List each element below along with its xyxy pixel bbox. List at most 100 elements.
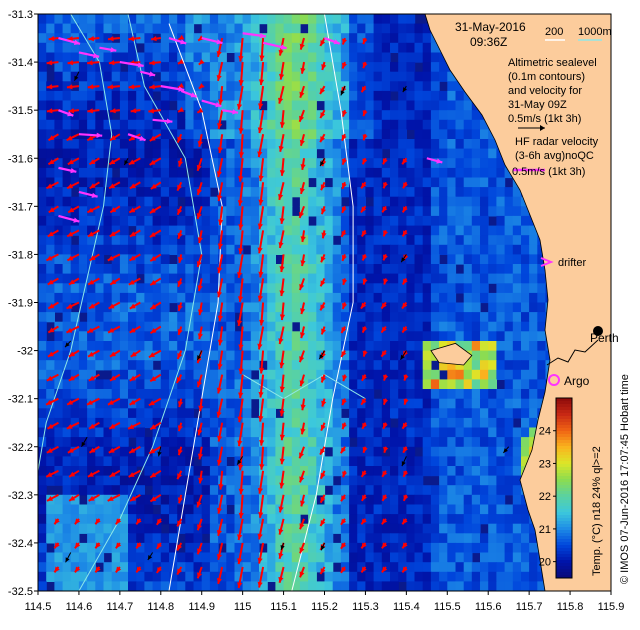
velocity-arrow <box>262 590 264 591</box>
velocity-arrowhead <box>156 542 162 549</box>
velocity-arrowhead <box>216 507 223 514</box>
velocity-arrowhead <box>403 470 409 477</box>
velocity-arrowhead <box>362 422 368 429</box>
velocity-arrowhead <box>340 542 347 549</box>
velocity-arrowhead <box>108 36 114 42</box>
velocity-arrowhead <box>382 494 388 501</box>
velocity-arrowhead <box>403 494 409 501</box>
velocity-arrowhead <box>320 424 326 431</box>
velocity-arrowhead <box>217 315 223 322</box>
velocity-arrowhead <box>129 207 136 213</box>
velocity-arrow <box>139 590 141 591</box>
velocity-arrowhead <box>69 471 76 477</box>
velocity-arrowhead <box>299 284 305 291</box>
velocity-arrowhead <box>361 182 367 189</box>
velocity-arrowhead <box>67 36 73 42</box>
velocity-arrowhead <box>259 440 265 446</box>
velocity-arrowhead <box>300 236 306 242</box>
velocity-arrowhead <box>238 248 244 254</box>
velocity-arrowhead <box>128 424 135 429</box>
velocity-arrowhead <box>177 280 183 287</box>
velocity-arrowhead <box>67 159 74 165</box>
colorbar-tick-label: 21 <box>539 524 551 536</box>
velocity-arrowhead <box>238 344 244 351</box>
velocity-arrowhead <box>137 62 144 68</box>
velocity-arrowhead <box>278 242 284 248</box>
velocity-arrow <box>159 590 161 591</box>
velocity-arrowhead <box>362 326 368 333</box>
y-tick-label: -31.7 <box>8 201 33 213</box>
velocity-arrowhead <box>238 80 244 86</box>
velocity-arrowhead <box>321 545 326 551</box>
velocity-arrowhead <box>128 472 135 477</box>
velocity-arrowhead <box>139 135 146 141</box>
velocity-arrowhead <box>196 164 202 171</box>
velocity-arrowhead <box>47 351 54 357</box>
velocity-arrowhead <box>177 136 183 143</box>
velocity-arrowhead <box>321 64 327 70</box>
velocity-arrowhead <box>47 423 54 429</box>
velocity-arrowhead <box>74 75 79 81</box>
velocity-arrowhead <box>215 102 222 108</box>
velocity-arrowhead <box>177 160 184 167</box>
velocity-arrowhead <box>259 367 265 374</box>
velocity-arrowhead <box>236 103 243 110</box>
velocity-arrowhead <box>115 518 122 525</box>
velocity-arrowhead <box>166 118 173 124</box>
velocity-arrowhead <box>341 206 347 213</box>
depth-1000-label: 1000m <box>578 26 612 38</box>
velocity-arrowhead <box>362 110 368 117</box>
velocity-arrowhead <box>180 39 187 45</box>
velocity-arrowhead <box>124 160 129 166</box>
velocity-arrowhead <box>177 256 184 263</box>
velocity-arrowhead <box>129 183 136 189</box>
velocity-arrowhead <box>65 557 70 563</box>
velocity-arrowhead <box>46 375 53 381</box>
velocity-arrowhead <box>88 423 95 429</box>
velocity-arrowhead <box>54 566 60 573</box>
velocity-arrowhead <box>96 132 103 139</box>
velocity-arrowhead <box>196 381 202 388</box>
velocity-arrowhead <box>279 458 285 465</box>
velocity-arrowhead <box>300 404 306 411</box>
velocity-arrowhead <box>128 279 135 285</box>
velocity-arrowhead <box>197 141 203 147</box>
velocity-arrowhead <box>402 422 408 429</box>
velocity-arrowhead <box>237 459 242 465</box>
velocity-arrowhead <box>403 398 409 405</box>
velocity-arrowhead <box>383 230 388 237</box>
velocity-arrowhead <box>109 471 116 477</box>
velocity-arrowhead <box>217 147 223 154</box>
velocity-arrowhead <box>361 230 367 237</box>
velocity-arrowhead <box>299 356 305 363</box>
velocity-arrowhead <box>320 39 326 46</box>
y-axis: -31.3 -31.4 -31.5 -31.6 -31.7 -31.8 -31.9 -32 -3… <box>8 9 38 598</box>
velocity-arrowhead <box>299 523 305 530</box>
altimetry-note-2: (0.1m contours) <box>508 71 585 83</box>
velocity-arrowhead <box>47 231 54 237</box>
velocity-arrowhead <box>190 92 197 98</box>
velocity-arrowhead <box>238 392 244 399</box>
altimetry-scale-arrowhead <box>540 125 545 131</box>
velocity-arrowhead <box>278 49 284 56</box>
argo-label: Argo <box>564 374 590 388</box>
velocity-arrowhead <box>341 327 347 333</box>
velocity-arrowhead <box>48 303 55 309</box>
colorbar-tick-label: 23 <box>539 458 551 470</box>
velocity-arrowhead <box>216 529 222 536</box>
velocity-arrowhead <box>109 231 116 237</box>
velocity-arrowhead <box>197 453 204 460</box>
velocity-arrowhead <box>129 447 136 453</box>
velocity-arrowhead <box>381 542 388 549</box>
velocity-arrowhead <box>86 399 93 405</box>
colorbar-tick-label: 22 <box>539 491 551 503</box>
velocity-arrowhead <box>258 512 264 518</box>
velocity-arrowhead <box>381 518 388 525</box>
velocity-arrowhead <box>216 39 223 45</box>
velocity-arrowhead <box>402 518 408 525</box>
velocity-arrowhead <box>342 375 348 382</box>
x-tick-label: 114.5 <box>25 601 52 613</box>
velocity-arrowhead <box>216 291 223 298</box>
velocity-arrowhead <box>88 375 95 381</box>
velocity-arrowhead <box>177 449 183 456</box>
